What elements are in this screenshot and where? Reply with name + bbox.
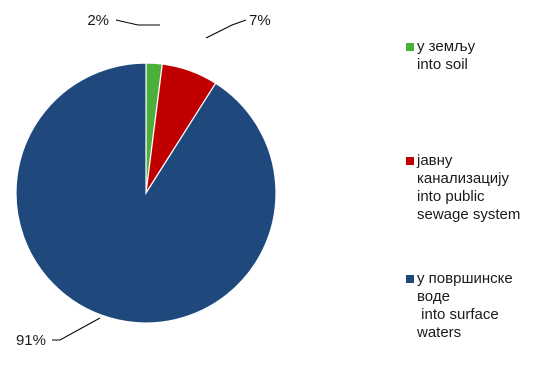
legend-label-line: waters (417, 324, 462, 341)
legend-label-line: канализацију (417, 170, 510, 187)
legend-swatch (406, 157, 414, 165)
legend-label-line: into public (417, 188, 485, 205)
legend-label-line: јавну (417, 152, 453, 169)
legend-swatch (406, 275, 414, 283)
legend-label-line: into surface (417, 306, 499, 323)
legend-item-1: у земљу into soil (406, 38, 475, 74)
legend-label-line: у површинске (417, 270, 513, 287)
data-label-1: 2% (87, 12, 109, 29)
legend-label-line: into soil (417, 56, 468, 73)
legend-item-3: у површинске воде into surface waters (406, 270, 513, 342)
data-label-2: 7% (249, 12, 271, 29)
data-labels: 2% 7% 91% (16, 12, 271, 349)
legend-label-line: у земљу (417, 38, 476, 55)
pie-slices (15, 62, 277, 324)
data-label-3: 91% (16, 332, 46, 349)
pie-slice-3 (15, 62, 277, 324)
leader-line-2 (205, 19, 247, 39)
leader-line-3 (52, 317, 101, 341)
legend-item-2: јавну канализацију into public sewage syste… (406, 152, 520, 224)
legend-swatch (406, 43, 414, 51)
legend-label-line: воде (417, 288, 450, 305)
legend-label-line: sewage system (417, 206, 521, 223)
leader-line-1 (115, 19, 160, 26)
leader-lines (52, 19, 247, 341)
